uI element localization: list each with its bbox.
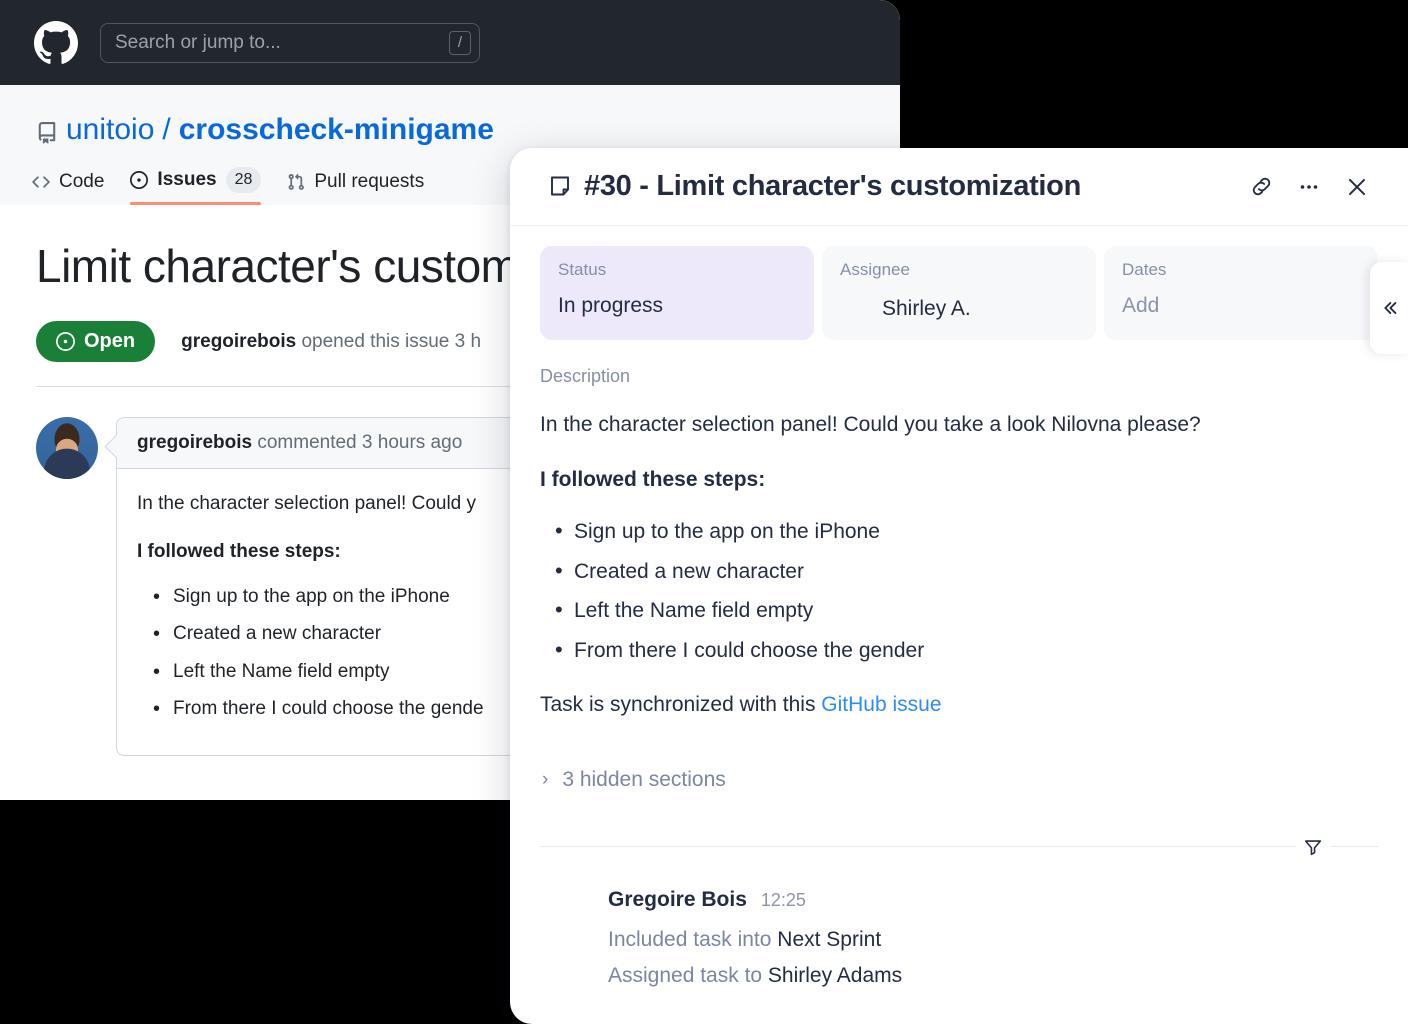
- sync-prefix: Task is synchronized with this: [540, 693, 822, 717]
- assignee-name: Shirley A.: [882, 297, 971, 320]
- activity-divider-row: [510, 792, 1408, 858]
- close-icon[interactable]: [1344, 174, 1370, 200]
- avatar: [840, 294, 870, 324]
- activity-line: Included task into Next Sprint: [608, 922, 1378, 958]
- code-icon: [32, 176, 50, 188]
- avatar[interactable]: [542, 888, 588, 934]
- activity-item: Gregoire Bois 12:25 Included task into N…: [510, 858, 1408, 993]
- github-issue-link[interactable]: GitHub issue: [821, 693, 942, 717]
- github-repo-subnav: unitoio / crosscheck-minigame Code Issue…: [0, 85, 900, 206]
- search-placeholder: Search or jump to...: [115, 31, 281, 53]
- list-item: Left the Name field empty: [151, 656, 843, 688]
- sync-line: Task is synchronized with this GitHub is…: [540, 689, 1378, 722]
- note-page-icon: [548, 174, 572, 200]
- property-assignee-label: Assignee: [840, 260, 910, 279]
- list-item: From there I could choose the gender: [552, 633, 1378, 668]
- task-properties-row: Status In progress Assignee Shirley A. D…: [510, 226, 1408, 340]
- property-dates-label: Dates: [1122, 260, 1167, 279]
- description-paragraph: In the character selection panel! Could …: [540, 413, 1201, 436]
- issue-opened-icon: [56, 332, 75, 351]
- task-title-group: #30 - Limit character's customization: [548, 170, 1248, 203]
- search-input[interactable]: Search or jump to... /: [100, 22, 480, 63]
- divider: [1330, 846, 1378, 848]
- divider: [540, 846, 1296, 848]
- activity-header: Gregoire Bois 12:25: [608, 888, 1378, 912]
- tab-pull-requests[interactable]: Pull requests: [287, 171, 424, 205]
- activity-body: Gregoire Bois 12:25 Included task into N…: [608, 888, 1378, 993]
- property-assignee[interactable]: Assignee Shirley A.: [822, 246, 1096, 340]
- divider: [36, 386, 864, 387]
- git-pull-request-icon: [289, 173, 305, 190]
- comment-paragraph: In the character selection panel! Could …: [137, 493, 477, 514]
- issue-author[interactable]: gregoirebois: [181, 330, 297, 352]
- task-title: #30 - Limit character's customization: [584, 170, 1082, 202]
- github-top-bar: Search or jump to... /: [0, 0, 900, 85]
- property-status-label: Status: [558, 260, 607, 279]
- chevron-right-icon: ›: [542, 768, 549, 790]
- task-detail-panel: #30 - Limit character's customization: [510, 148, 1408, 1024]
- property-status[interactable]: Status In progress: [540, 246, 814, 340]
- list-item: From there I could choose the gende: [151, 693, 843, 725]
- collapse-sidebar-button[interactable]: [1370, 262, 1408, 354]
- status-badge-label: Open: [84, 330, 136, 352]
- comment-meta: commented 3 hours ago: [257, 432, 463, 453]
- property-assignee-value: Shirley A.: [840, 294, 1078, 324]
- list-item: Left the Name field empty: [552, 593, 1378, 628]
- property-dates[interactable]: Dates Add: [1104, 246, 1378, 340]
- chevron-double-left-icon: [1384, 302, 1397, 314]
- comment-author[interactable]: gregoirebois: [137, 432, 253, 453]
- hidden-sections-toggle[interactable]: › 3 hidden sections: [510, 744, 1408, 792]
- status-badge: Open: [36, 321, 156, 362]
- repo-book-icon: [36, 118, 58, 144]
- task-panel-header: #30 - Limit character's customization: [510, 148, 1408, 226]
- search-shortcut-badge: /: [449, 30, 471, 55]
- breadcrumb-separator: /: [162, 113, 171, 146]
- breadcrumb-owner[interactable]: unitoio: [66, 113, 155, 146]
- comment-steps-list: Sign up to the app on the iPhone Created…: [137, 581, 843, 726]
- comment-body: In the character selection panel! Could …: [117, 469, 863, 755]
- description-steps-list: Sign up to the app on the iPhone Created…: [540, 514, 1378, 668]
- description-section-label: Description: [540, 366, 631, 386]
- activity-line-value: Next Sprint: [777, 927, 882, 951]
- activity-line-prefix: Included task into: [608, 927, 778, 951]
- avatar[interactable]: [36, 417, 98, 479]
- activity-author: Gregoire Bois: [608, 887, 747, 911]
- tab-issues-count: 28: [225, 166, 262, 193]
- issue-opened-icon: [130, 170, 149, 189]
- funnel-filter-icon[interactable]: [1296, 836, 1330, 858]
- task-description: In the character selection panel! Could …: [510, 387, 1408, 722]
- comment-steps-heading: I followed these steps:: [137, 541, 341, 563]
- activity-line-value: Shirley Adams: [767, 963, 903, 987]
- list-item: Sign up to the app on the iPhone: [552, 514, 1378, 549]
- activity-line: Assigned task to Shirley Adams: [608, 958, 1378, 994]
- issue-meta-row: Open gregoirebois opened this issue 3 h: [36, 321, 864, 362]
- property-status-value: In progress: [558, 294, 664, 317]
- copy-link-icon[interactable]: [1248, 174, 1274, 200]
- list-item: Created a new character: [552, 554, 1378, 589]
- list-item: Created a new character: [151, 618, 843, 650]
- activity-timestamp: 12:25: [760, 889, 806, 910]
- breadcrumb: unitoio / crosscheck-minigame: [0, 113, 900, 147]
- property-dates-value[interactable]: Add: [1122, 294, 1160, 317]
- tab-issues[interactable]: Issues 28: [130, 166, 262, 206]
- list-item: Sign up to the app on the iPhone: [151, 581, 843, 613]
- tab-issues-label: Issues: [157, 168, 217, 190]
- tab-code-label: Code: [59, 171, 105, 192]
- activity-line-prefix: Assigned task to: [608, 963, 768, 987]
- issue-meta-suffix: opened this issue 3 h: [301, 330, 482, 352]
- issue-meta-text: gregoirebois opened this issue 3 h: [181, 331, 481, 353]
- tab-pull-requests-label: Pull requests: [314, 171, 425, 192]
- hidden-sections-label: 3 hidden sections: [562, 767, 726, 791]
- task-panel-actions: [1248, 174, 1370, 200]
- more-options-icon[interactable]: [1296, 174, 1322, 200]
- breadcrumb-repo[interactable]: crosscheck-minigame: [178, 113, 494, 146]
- github-mark-icon[interactable]: [34, 20, 78, 65]
- repo-tabs: Code Issues 28 Pull requests: [0, 147, 900, 206]
- tab-code[interactable]: Code: [32, 171, 104, 205]
- description-steps-heading: I followed these steps:: [540, 467, 766, 491]
